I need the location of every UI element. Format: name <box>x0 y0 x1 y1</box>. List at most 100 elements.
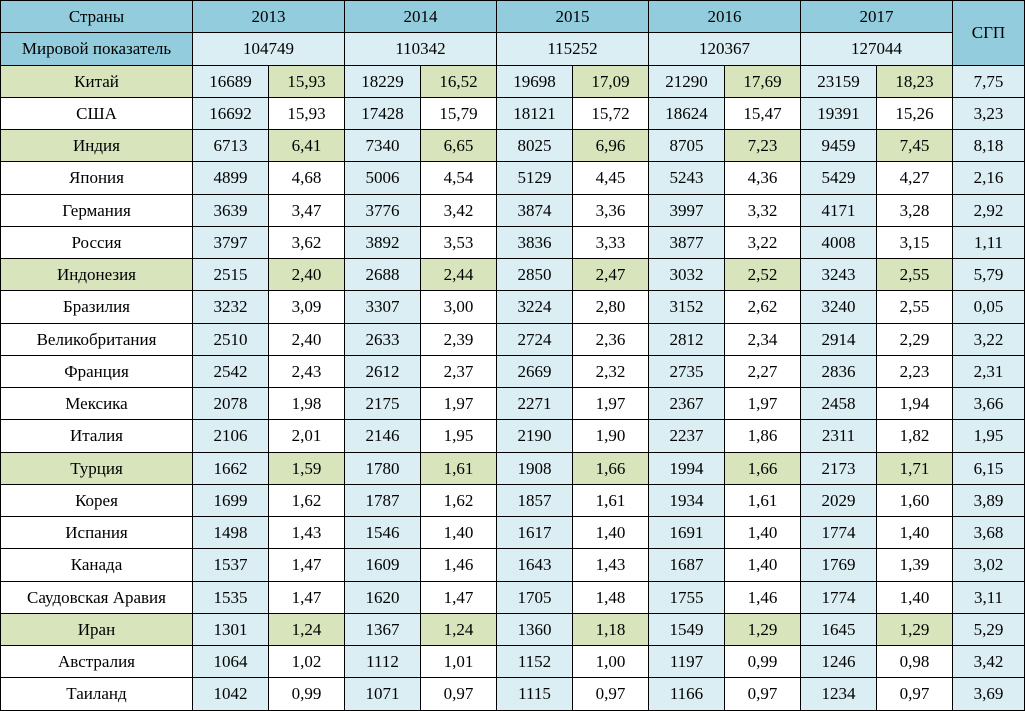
value-cell: 1,86 <box>725 420 801 452</box>
value-cell: 1,29 <box>725 613 801 645</box>
country-cell: США <box>1 97 193 129</box>
value-cell: 2,39 <box>421 323 497 355</box>
value-cell: 8705 <box>649 130 725 162</box>
table-row: Китай1668915,931822916,521969817,0921290… <box>1 65 1025 97</box>
country-cell: Индия <box>1 130 193 162</box>
value-cell: 2836 <box>801 355 877 387</box>
value-cell: 0,97 <box>877 678 953 710</box>
value-cell: 18624 <box>649 97 725 129</box>
value-cell: 7,23 <box>725 130 801 162</box>
value-cell: 2633 <box>345 323 421 355</box>
country-cell: Франция <box>1 355 193 387</box>
header-year: 2015 <box>497 1 649 33</box>
value-cell: 1498 <box>193 517 269 549</box>
world-value: 104749 <box>193 33 345 65</box>
value-cell: 1,47 <box>269 581 345 613</box>
value-cell: 1,24 <box>421 613 497 645</box>
value-cell: 1857 <box>497 484 573 516</box>
sgp-cell: 2,92 <box>953 194 1025 226</box>
value-cell: 3776 <box>345 194 421 226</box>
value-cell: 1934 <box>649 484 725 516</box>
value-cell: 2311 <box>801 420 877 452</box>
value-cell: 2,29 <box>877 323 953 355</box>
header-countries: Страны <box>1 1 193 33</box>
sgp-cell: 5,79 <box>953 259 1025 291</box>
value-cell: 1,43 <box>573 549 649 581</box>
table-row: Германия36393,4737763,4238743,3639973,32… <box>1 194 1025 226</box>
value-cell: 3,36 <box>573 194 649 226</box>
value-cell: 15,47 <box>725 97 801 129</box>
sgp-cell: 2,31 <box>953 355 1025 387</box>
value-cell: 2850 <box>497 259 573 291</box>
value-cell: 2,44 <box>421 259 497 291</box>
header-year: 2014 <box>345 1 497 33</box>
value-cell: 7,45 <box>877 130 953 162</box>
country-cell: Турция <box>1 452 193 484</box>
table-row: Великобритания25102,4026332,3927242,3628… <box>1 323 1025 355</box>
value-cell: 4171 <box>801 194 877 226</box>
value-cell: 2,52 <box>725 259 801 291</box>
value-cell: 2,27 <box>725 355 801 387</box>
value-cell: 3892 <box>345 226 421 258</box>
sgp-cell: 3,69 <box>953 678 1025 710</box>
world-value: 110342 <box>345 33 497 65</box>
value-cell: 1234 <box>801 678 877 710</box>
value-cell: 2515 <box>193 259 269 291</box>
value-cell: 2,43 <box>269 355 345 387</box>
value-cell: 4,27 <box>877 162 953 194</box>
value-cell: 5006 <box>345 162 421 194</box>
value-cell: 3997 <box>649 194 725 226</box>
value-cell: 1360 <box>497 613 573 645</box>
value-cell: 17,69 <box>725 65 801 97</box>
value-cell: 1617 <box>497 517 573 549</box>
value-cell: 4008 <box>801 226 877 258</box>
value-cell: 17,09 <box>573 65 649 97</box>
value-cell: 1643 <box>497 549 573 581</box>
value-cell: 4,54 <box>421 162 497 194</box>
table-row: Иран13011,2413671,2413601,1815491,291645… <box>1 613 1025 645</box>
value-cell: 1,66 <box>725 452 801 484</box>
value-cell: 2458 <box>801 388 877 420</box>
value-cell: 1645 <box>801 613 877 645</box>
value-cell: 2542 <box>193 355 269 387</box>
value-cell: 3,53 <box>421 226 497 258</box>
country-cell: Корея <box>1 484 193 516</box>
value-cell: 1780 <box>345 452 421 484</box>
value-cell: 3240 <box>801 291 877 323</box>
country-cell: Япония <box>1 162 193 194</box>
value-cell: 3797 <box>193 226 269 258</box>
sgp-cell: 3,42 <box>953 646 1025 678</box>
value-cell: 3,42 <box>421 194 497 226</box>
value-cell: 3232 <box>193 291 269 323</box>
value-cell: 3877 <box>649 226 725 258</box>
value-cell: 16,52 <box>421 65 497 97</box>
sgp-cell: 3,02 <box>953 549 1025 581</box>
sgp-cell: 7,75 <box>953 65 1025 97</box>
value-cell: 1,61 <box>421 452 497 484</box>
value-cell: 3,62 <box>269 226 345 258</box>
value-cell: 15,93 <box>269 97 345 129</box>
table-row: Бразилия32323,0933073,0032242,8031522,62… <box>1 291 1025 323</box>
value-cell: 3874 <box>497 194 573 226</box>
value-cell: 2271 <box>497 388 573 420</box>
value-cell: 1,61 <box>573 484 649 516</box>
sgp-cell: 3,66 <box>953 388 1025 420</box>
header-world: Мировой показатель <box>1 33 193 65</box>
value-cell: 2688 <box>345 259 421 291</box>
value-cell: 2173 <box>801 452 877 484</box>
table-row: Мексика20781,9821751,9722711,9723671,972… <box>1 388 1025 420</box>
value-cell: 19698 <box>497 65 573 97</box>
value-cell: 1549 <box>649 613 725 645</box>
value-cell: 2029 <box>801 484 877 516</box>
value-cell: 5243 <box>649 162 725 194</box>
value-cell: 1112 <box>345 646 421 678</box>
value-cell: 1115 <box>497 678 573 710</box>
sgp-cell: 3,23 <box>953 97 1025 129</box>
value-cell: 2724 <box>497 323 573 355</box>
table-row: Австралия10641,0211121,0111521,0011970,9… <box>1 646 1025 678</box>
table-row: Таиланд10420,9910710,9711150,9711660,971… <box>1 678 1025 710</box>
table-row: Канада15371,4716091,4616431,4316871,4017… <box>1 549 1025 581</box>
value-cell: 1,40 <box>877 581 953 613</box>
value-cell: 1,40 <box>573 517 649 549</box>
header-year: 2013 <box>193 1 345 33</box>
